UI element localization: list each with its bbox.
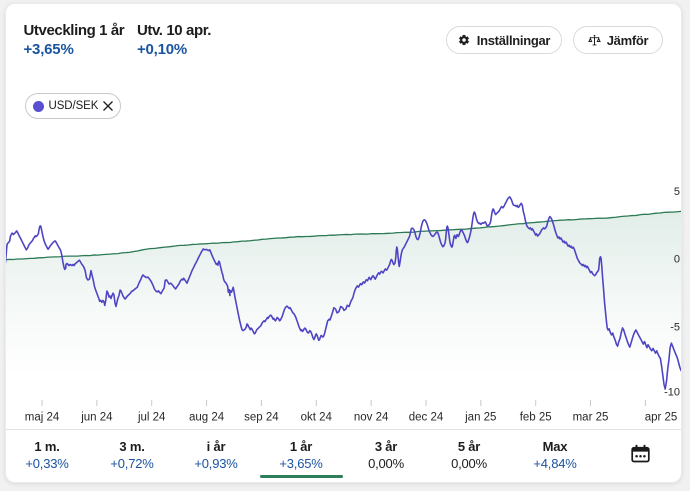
svg-text:jan 25: jan 25 <box>464 412 496 424</box>
svg-text:dec 24: dec 24 <box>409 412 444 424</box>
svg-text:feb 25: feb 25 <box>520 412 552 424</box>
svg-text:sep 24: sep 24 <box>244 412 279 424</box>
svg-text:apr 25: apr 25 <box>645 412 678 424</box>
svg-text:nov 24: nov 24 <box>354 412 389 424</box>
svg-text:-10: -10 <box>664 387 680 399</box>
svg-text:okt 24: okt 24 <box>301 412 333 424</box>
svg-text:jun 24: jun 24 <box>80 412 113 424</box>
svg-text:aug 24: aug 24 <box>189 412 225 424</box>
svg-text:-5: -5 <box>670 322 680 334</box>
svg-text:maj 24: maj 24 <box>25 412 60 424</box>
svg-text:5: 5 <box>674 186 680 198</box>
svg-text:0: 0 <box>674 254 680 266</box>
svg-text:mar 25: mar 25 <box>573 412 609 424</box>
svg-text:jul 24: jul 24 <box>137 412 166 424</box>
